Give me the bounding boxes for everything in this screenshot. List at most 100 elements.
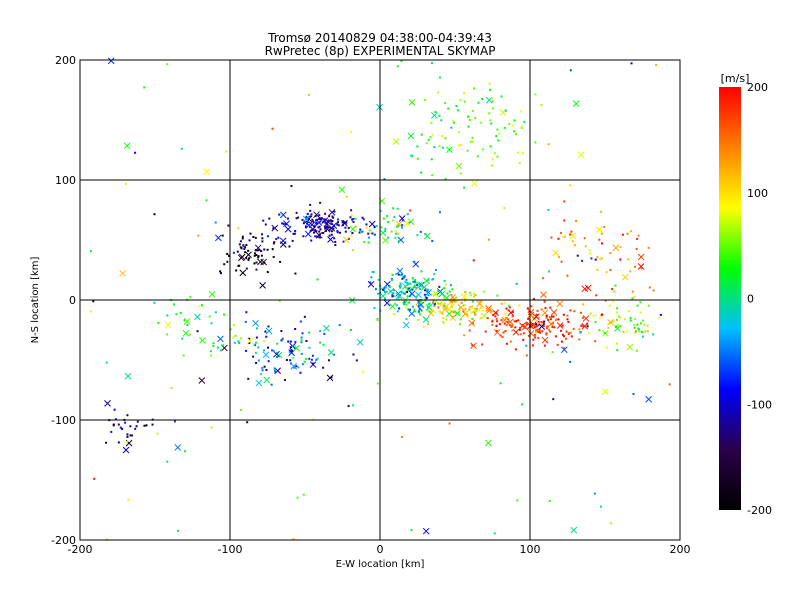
data-point <box>264 330 267 333</box>
data-point <box>241 235 244 238</box>
data-point <box>471 109 474 112</box>
data-point <box>425 297 428 300</box>
data-point <box>179 311 182 314</box>
data-point <box>290 345 293 348</box>
data-point <box>468 308 471 311</box>
data-point <box>170 387 173 390</box>
data-point <box>430 121 433 124</box>
data-point <box>481 148 484 151</box>
data-point <box>438 211 441 214</box>
data-point <box>418 287 421 290</box>
data-point-cross <box>279 211 287 219</box>
data-point <box>569 331 572 334</box>
data-point-cross <box>164 321 172 329</box>
data-point <box>633 265 636 268</box>
data-point <box>569 233 572 236</box>
data-point-cross <box>560 346 568 354</box>
data-point <box>330 227 333 230</box>
data-point <box>423 293 426 296</box>
data-point <box>581 259 584 262</box>
data-point <box>399 286 402 289</box>
data-point <box>532 297 535 300</box>
data-point-cross <box>104 400 111 407</box>
data-point <box>288 351 291 354</box>
data-point-cross <box>612 244 620 252</box>
data-point <box>351 218 354 221</box>
data-point <box>457 131 460 134</box>
data-point <box>416 283 419 286</box>
data-point <box>225 150 228 153</box>
data-point <box>463 304 466 307</box>
data-point <box>635 330 638 333</box>
data-point <box>440 119 443 122</box>
data-point <box>610 522 613 525</box>
data-point <box>417 318 420 321</box>
data-point <box>464 290 467 293</box>
data-point <box>534 141 537 144</box>
data-point <box>383 178 386 181</box>
data-point <box>368 229 371 232</box>
data-point <box>652 333 655 336</box>
data-point <box>569 309 572 312</box>
data-point-cross <box>387 287 395 295</box>
data-point <box>522 152 525 155</box>
data-point <box>315 235 318 238</box>
y-tick-label: -100 <box>51 414 76 427</box>
data-point <box>572 327 575 330</box>
data-point <box>496 320 499 323</box>
data-point-cross <box>327 236 334 243</box>
data-point <box>344 222 347 225</box>
data-point-cross <box>626 343 634 351</box>
data-point <box>464 100 467 103</box>
data-point-cross <box>485 305 492 312</box>
data-point <box>326 223 329 226</box>
data-point <box>562 313 565 316</box>
data-point <box>471 300 474 303</box>
data-point <box>257 249 260 252</box>
data-point <box>237 227 240 230</box>
data-point <box>505 307 508 310</box>
data-point <box>342 220 345 223</box>
data-point <box>426 288 429 291</box>
data-point <box>563 335 566 338</box>
data-point <box>330 222 333 225</box>
data-point <box>272 349 275 352</box>
data-point <box>504 330 507 333</box>
data-point <box>545 340 548 343</box>
data-point <box>565 337 568 340</box>
data-point <box>127 498 130 501</box>
data-point <box>540 323 543 326</box>
data-point <box>255 341 258 344</box>
data-point <box>424 299 427 302</box>
data-point <box>253 254 256 257</box>
data-point-cross <box>422 527 430 535</box>
data-point <box>451 288 454 291</box>
data-point <box>270 383 273 386</box>
data-point <box>440 301 443 304</box>
data-point <box>397 307 400 310</box>
data-point <box>444 137 447 140</box>
data-point <box>295 217 298 220</box>
data-point <box>500 95 503 98</box>
data-point <box>352 353 355 356</box>
data-point <box>347 405 350 408</box>
data-point <box>330 220 333 223</box>
data-point <box>476 155 479 158</box>
data-point <box>522 338 525 341</box>
data-point <box>589 312 592 315</box>
data-point <box>233 341 236 344</box>
data-point <box>592 314 595 317</box>
data-point <box>609 322 612 325</box>
data-point <box>640 267 643 270</box>
data-point <box>535 313 538 316</box>
data-point <box>350 214 353 217</box>
data-point <box>599 258 602 261</box>
data-point <box>539 331 542 334</box>
data-point <box>200 304 203 307</box>
data-point <box>242 245 245 248</box>
data-point <box>637 328 640 331</box>
data-point <box>166 333 169 336</box>
data-point <box>265 368 268 371</box>
data-point <box>460 301 463 304</box>
data-point <box>616 318 619 321</box>
